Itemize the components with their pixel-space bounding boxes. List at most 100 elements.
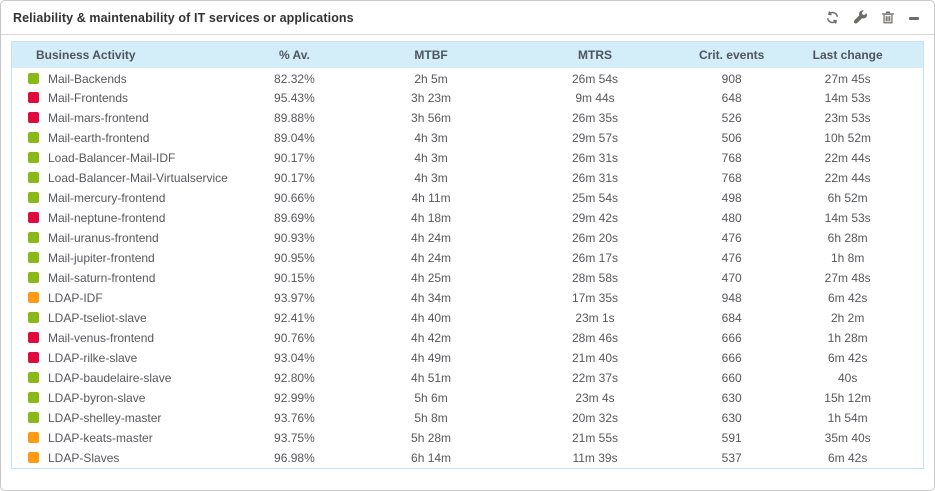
crit-events-cell: 476 (721, 231, 742, 245)
status-square (28, 452, 39, 463)
business-activity-link[interactable]: Mail-jupiter-frontend (48, 251, 155, 265)
col-crit-events[interactable]: Crit. events (677, 42, 787, 68)
business-activity-cell: LDAP-shelley-master (12, 408, 240, 428)
last-change-cell: 14m 53s (824, 91, 871, 105)
col-mtbf[interactable]: MTBF (349, 42, 514, 68)
business-activity-cell: Mail-Backends (12, 68, 240, 88)
business-activity-cell: LDAP-baudelaire-slave (12, 368, 240, 388)
business-activity-cell: LDAP-byron-slave (12, 388, 240, 408)
table-row: Mail-neptune-frontend 89.69% 4h 18m 29m … (12, 208, 923, 228)
business-activity-link[interactable]: LDAP-IDF (48, 291, 103, 305)
last-change-cell: 23m 53s (824, 111, 871, 125)
business-activity-link[interactable]: Mail-mercury-frontend (48, 191, 166, 205)
business-activity-cell: Load-Balancer-Mail-IDF (12, 148, 240, 168)
business-activity-cell: Mail-jupiter-frontend (12, 248, 240, 268)
crit-events-cell: 666 (721, 351, 742, 365)
business-activity-link[interactable]: Mail-Frontends (48, 91, 129, 105)
crit-events-cell: 480 (721, 211, 742, 225)
business-activity-link[interactable]: Mail-uranus-frontend (48, 231, 159, 245)
business-activity-cell: Mail-venus-frontend (12, 328, 240, 348)
table-row: Load-Balancer-Mail-IDF 90.17% 4h 3m 26m … (12, 148, 923, 168)
business-activity-link[interactable]: Mail-neptune-frontend (48, 211, 166, 225)
business-activity-link[interactable]: LDAP-shelley-master (48, 411, 162, 425)
business-activity-link[interactable]: Mail-mars-frontend (48, 111, 149, 125)
business-activity-cell: Mail-earth-frontend (12, 128, 240, 148)
mtbf-cell: 4h 3m (414, 151, 448, 165)
table-body: Mail-Backends 82.32% 2h 5m 26m 54s 908 2… (12, 68, 923, 468)
col-mtrs[interactable]: MTRS (513, 42, 677, 68)
table-row: Mail-mercury-frontend 90.66% 4h 11m 25m … (12, 188, 923, 208)
business-activity-link[interactable]: Load-Balancer-Mail-Virtualservice (48, 171, 228, 185)
business-activity-cell: Mail-mars-frontend (12, 108, 240, 128)
crit-events-cell: 526 (721, 111, 742, 125)
availability-cell: 89.04% (274, 131, 315, 145)
last-change-cell: 35m 40s (824, 431, 871, 445)
crit-events-cell: 768 (721, 151, 742, 165)
crit-events-cell: 470 (721, 271, 742, 285)
crit-events-cell: 648 (721, 91, 742, 105)
mtbf-cell: 3h 23m (411, 91, 452, 105)
status-square (28, 292, 39, 303)
status-square (28, 132, 39, 143)
mtrs-cell: 26m 17s (572, 251, 619, 265)
table-row: Mail-mars-frontend 89.88% 3h 56m 26m 35s… (12, 108, 923, 128)
mtrs-cell: 26m 35s (572, 111, 619, 125)
minimize-icon[interactable] (908, 11, 920, 25)
crit-events-cell: 948 (721, 291, 742, 305)
crit-events-cell: 506 (721, 131, 742, 145)
col-last-change[interactable]: Last change (786, 42, 923, 68)
business-activity-link[interactable]: Mail-venus-frontend (48, 331, 155, 345)
mtbf-cell: 4h 3m (414, 131, 448, 145)
business-activity-link[interactable]: LDAP-tseliot-slave (48, 311, 147, 325)
refresh-icon[interactable] (825, 10, 840, 25)
table-row: Mail-saturn-frontend 90.15% 4h 25m 28m 5… (12, 268, 923, 288)
business-activity-link[interactable]: LDAP-baudelaire-slave (48, 371, 172, 385)
business-activity-link[interactable]: LDAP-keats-master (48, 431, 153, 445)
col-availability[interactable]: % Av. (239, 42, 350, 68)
mtrs-cell: 9m 44s (575, 91, 615, 105)
availability-cell: 92.41% (274, 311, 315, 325)
business-activity-cell: LDAP-Slaves (12, 448, 240, 468)
availability-cell: 93.75% (274, 431, 315, 445)
status-square (28, 232, 39, 243)
mtrs-cell: 21m 40s (572, 351, 619, 365)
mtrs-cell: 26m 20s (572, 231, 619, 245)
status-square (28, 212, 39, 223)
status-square (28, 172, 39, 183)
availability-cell: 90.95% (274, 251, 315, 265)
business-activity-link[interactable]: LDAP-rilke-slave (48, 351, 138, 365)
mtrs-cell: 17m 35s (572, 291, 619, 305)
availability-cell: 92.99% (274, 391, 315, 405)
business-activity-link[interactable]: Mail-saturn-frontend (48, 271, 156, 285)
table-row: Mail-venus-frontend 90.76% 4h 42m 28m 46… (12, 328, 923, 348)
last-change-cell: 6m 42s (827, 451, 868, 465)
status-square (28, 392, 39, 403)
business-activity-cell: LDAP-IDF (12, 288, 240, 308)
mtbf-cell: 4h 42m (411, 331, 452, 345)
wrench-icon[interactable] (853, 10, 868, 25)
status-square (28, 152, 39, 163)
business-activity-link[interactable]: Mail-Backends (48, 72, 127, 86)
business-activity-link[interactable]: Load-Balancer-Mail-IDF (48, 151, 176, 165)
business-activity-link[interactable]: LDAP-Slaves (48, 451, 120, 465)
last-change-cell: 6m 42s (827, 351, 868, 365)
business-activity-link[interactable]: LDAP-byron-slave (48, 391, 146, 405)
table-header: Business Activity % Av. MTBF MTRS Crit. … (12, 42, 923, 68)
crit-events-cell: 908 (721, 72, 742, 86)
availability-cell: 96.98% (274, 451, 315, 465)
mtrs-cell: 21m 55s (572, 431, 619, 445)
mtrs-cell: 23m 4s (575, 391, 615, 405)
last-change-cell: 22m 44s (824, 171, 871, 185)
status-square (28, 312, 39, 323)
business-activity-cell: Load-Balancer-Mail-Virtualservice (12, 168, 240, 188)
mtbf-cell: 3h 56m (411, 111, 452, 125)
trash-icon[interactable] (881, 10, 895, 25)
mtbf-cell: 5h 6m (414, 391, 448, 405)
mtbf-cell: 4h 24m (411, 231, 452, 245)
availability-cell: 93.97% (274, 291, 315, 305)
business-activity-link[interactable]: Mail-earth-frontend (48, 131, 150, 145)
col-business-activity[interactable]: Business Activity (12, 42, 240, 68)
last-change-cell: 22m 44s (824, 151, 871, 165)
widget-title: Reliability & maintenability of IT servi… (13, 10, 354, 25)
table-row: Load-Balancer-Mail-Virtualservice 90.17%… (12, 168, 923, 188)
